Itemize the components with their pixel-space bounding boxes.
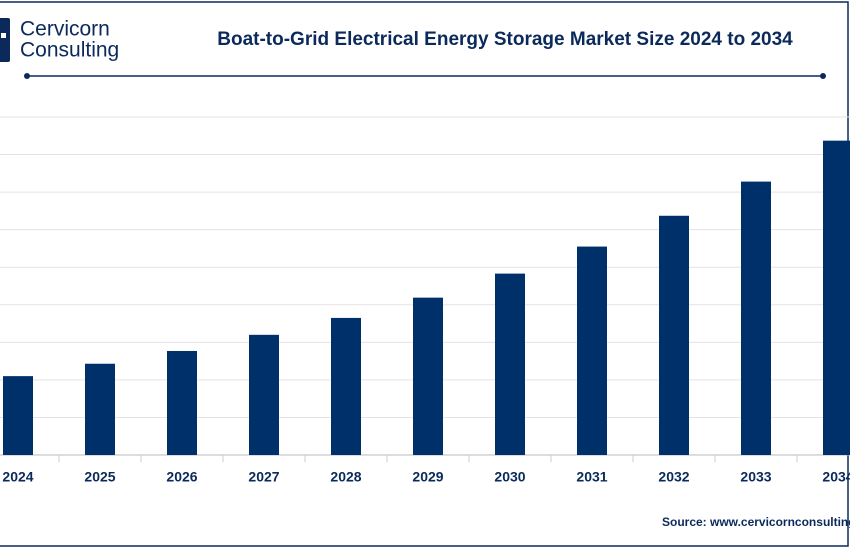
bar — [167, 350, 197, 455]
source-note: Source: www.cervicornconsulting.com — [662, 515, 850, 529]
bar — [331, 317, 361, 455]
logo-text: Consulting — [20, 39, 119, 62]
logo-text: Cervicorn — [20, 18, 110, 41]
x-tick-label: 2032 — [658, 469, 689, 485]
plot: 2024 2025 2026 2027 2028 2029 2030 2031 2032 2033… — [0, 116, 850, 485]
x-tick-label: 2028 — [330, 469, 361, 485]
x-tick-label: 2024 — [2, 469, 33, 485]
x-tick-label: 2026 — [166, 469, 197, 485]
bar — [3, 376, 33, 455]
x-tick-label: 2030 — [494, 469, 525, 485]
bar — [85, 363, 115, 455]
rule-dot — [24, 73, 30, 79]
x-tick-label: 2025 — [84, 469, 115, 485]
bar — [413, 297, 443, 455]
x-tick-label: 2027 — [248, 469, 279, 485]
x-tick-label: 2031 — [576, 469, 607, 485]
chart-title: Boat-to-Grid Electrical Energy Storage M… — [217, 29, 793, 50]
bar — [823, 140, 850, 455]
x-tick-label: 2034 — [822, 469, 850, 485]
logo: Cervicorn Consulting — [0, 18, 119, 62]
x-tick-label: 2033 — [740, 469, 771, 485]
bar — [741, 181, 771, 455]
x-tick-label: 2029 — [412, 469, 443, 485]
bar — [577, 246, 607, 455]
bar — [249, 334, 279, 455]
logo-icon — [0, 18, 10, 62]
logo-icon-detail — [1, 33, 6, 38]
bar — [659, 215, 689, 455]
rule-dot — [820, 73, 826, 79]
bar — [495, 273, 525, 455]
